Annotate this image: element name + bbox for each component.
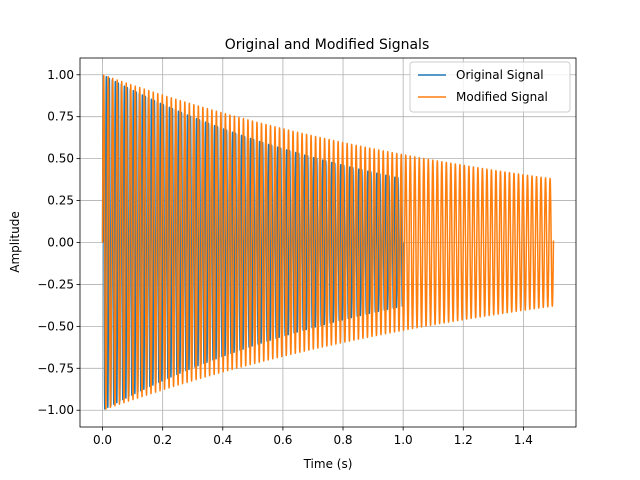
y-tick-label: 0.00: [47, 236, 74, 250]
plot-area: [79, 57, 577, 428]
x-tick-label: 0.0: [93, 433, 112, 447]
legend-box: [409, 61, 571, 113]
x-tick-label: 1.4: [514, 433, 533, 447]
x-axis-title: Time (s): [303, 457, 353, 471]
series-layer: [101, 74, 555, 410]
legend-label-original: Original Signal: [456, 68, 544, 82]
x-tick-label: 0.2: [153, 433, 172, 447]
y-tick-label: −1.00: [37, 403, 74, 417]
x-axis-ticks: 0.0 0.2 0.4 0.6 0.8 1.0 1.2 1.4: [93, 427, 533, 447]
y-tick-label: −0.50: [37, 319, 74, 333]
y-tick-label: −0.75: [37, 361, 74, 375]
legend: Original Signal Modified Signal: [409, 61, 571, 113]
chart-title: Original and Modified Signals: [225, 37, 430, 53]
x-tick-label: 0.8: [333, 433, 352, 447]
series-line-modified-signal: [101, 74, 555, 410]
y-axis-ticks: −1.00 −0.75 −0.50 −0.25 0.00 0.25 0.50 0.75 1.00: [37, 68, 80, 417]
y-axis-title: Amplitude: [8, 211, 22, 273]
x-tick-label: 0.4: [213, 433, 232, 447]
y-tick-label: −0.25: [37, 277, 74, 291]
y-tick-label: 1.00: [47, 68, 74, 82]
x-tick-label: 0.6: [273, 433, 292, 447]
y-tick-label: 0.50: [47, 152, 74, 166]
x-tick-label: 1.0: [394, 433, 413, 447]
x-tick-label: 1.2: [454, 433, 473, 447]
y-tick-label: 0.25: [47, 194, 74, 208]
legend-label-modified: Modified Signal: [456, 90, 548, 104]
y-tick-label: 0.75: [47, 110, 74, 124]
